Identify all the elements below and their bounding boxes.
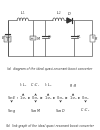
Text: Se:$E$: Se:$E$ (7, 95, 16, 102)
Text: $C:C_r$: $C:C_r$ (30, 82, 41, 89)
Bar (30, 36, 36, 40)
Text: 0:$n_2$: 0:$n_2$ (56, 94, 65, 102)
Text: $C:C_1$: $C:C_1$ (80, 107, 91, 114)
Text: $R$: $R$ (94, 35, 98, 42)
Text: (b)  link graph of the ideal quasi-resonant boost converter: (b) link graph of the ideal quasi-resona… (6, 124, 94, 128)
Text: $L_2$: $L_2$ (56, 9, 61, 17)
Text: $I:L_1$: $I:L_1$ (19, 82, 27, 89)
Text: $D$: $D$ (67, 10, 72, 17)
Text: R: R (91, 36, 93, 40)
Text: 1:$e_2$: 1:$e_2$ (44, 94, 52, 102)
Bar (4, 36, 11, 43)
Text: $R:R$: $R:R$ (69, 82, 78, 89)
Text: Sw:$D$: Sw:$D$ (55, 107, 66, 113)
Text: Sw:$M$: Sw:$M$ (30, 107, 41, 113)
Text: $L_1$: $L_1$ (20, 9, 25, 17)
Text: E: E (7, 38, 9, 42)
Text: $M$: $M$ (36, 35, 41, 42)
Text: $C_1$: $C_1$ (76, 33, 82, 41)
Text: (a)  diagram of the ideal quasi-resonant boost converter: (a) diagram of the ideal quasi-resonant … (7, 67, 93, 71)
Text: $I:L_2$: $I:L_2$ (44, 82, 52, 89)
Bar (90, 35, 95, 42)
Text: $E$: $E$ (1, 34, 6, 41)
Polygon shape (67, 18, 72, 23)
Text: $C_r$: $C_r$ (47, 33, 53, 41)
Text: 1:$e_1$: 1:$e_1$ (19, 94, 27, 102)
Text: Sw: Sw (31, 38, 35, 39)
Text: 1:$e_3$: 1:$e_3$ (69, 94, 77, 102)
Text: 0:$n_1$: 0:$n_1$ (31, 94, 40, 102)
Text: Se:$g$: Se:$g$ (7, 107, 16, 115)
Text: 0:$n_3$: 0:$n_3$ (81, 94, 90, 102)
